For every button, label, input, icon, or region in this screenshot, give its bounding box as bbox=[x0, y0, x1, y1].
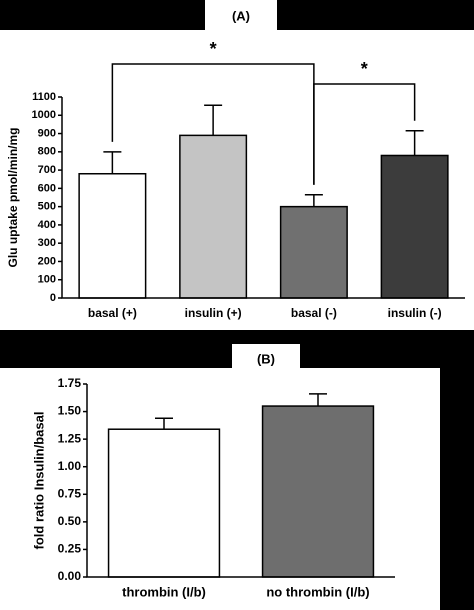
bar bbox=[179, 134, 248, 299]
panel-a-label-box bbox=[205, 0, 277, 32]
error-bar bbox=[204, 104, 223, 136]
y-tick-label: 300 bbox=[38, 237, 56, 249]
y-tick-label: 1.00 bbox=[58, 459, 82, 473]
bar bbox=[380, 154, 449, 299]
y-tick-label: 1.75 bbox=[58, 376, 82, 390]
axes bbox=[86, 384, 395, 578]
x-tick-label: basal (+) bbox=[88, 306, 137, 320]
y-tick-label: 0.00 bbox=[58, 569, 82, 583]
y-tick-label: 800 bbox=[38, 146, 56, 158]
y-axis-label: Glu uptake pmol/min/mg bbox=[6, 127, 20, 267]
y-tick-label: 0.25 bbox=[58, 542, 82, 556]
x-tick-label: no thrombin (I/b) bbox=[266, 584, 369, 599]
bar bbox=[107, 428, 221, 578]
y-tick-label: 200 bbox=[38, 255, 56, 267]
panel-label: (B) bbox=[257, 351, 275, 366]
y-tick-label: 0 bbox=[50, 292, 56, 304]
y-tick-label: 900 bbox=[38, 127, 56, 139]
y-tick-label: 1.25 bbox=[58, 431, 82, 445]
y-axis-label: fold ratio Insulin/basal bbox=[31, 412, 46, 550]
x-tick-label: basal (-) bbox=[291, 306, 337, 320]
error-bar bbox=[304, 194, 323, 207]
significance-bracket bbox=[313, 83, 416, 185]
y-tick-label: 100 bbox=[38, 274, 56, 286]
y-tick-label: 600 bbox=[38, 182, 56, 194]
error-bar bbox=[103, 151, 122, 174]
panel-b-label-box bbox=[232, 344, 300, 374]
y-tick-label: 500 bbox=[38, 201, 56, 213]
error-bar bbox=[405, 130, 424, 156]
x-tick-label: insulin (+) bbox=[185, 306, 242, 320]
bar bbox=[261, 405, 375, 578]
annotation: * bbox=[361, 59, 368, 79]
y-tick-label: 1000 bbox=[32, 109, 56, 121]
y-tick-label: 400 bbox=[38, 219, 56, 231]
y-tick-label: 1100 bbox=[32, 91, 56, 103]
error-bar bbox=[155, 417, 173, 430]
error-bar bbox=[309, 393, 327, 407]
y-tick-label: 0.75 bbox=[58, 486, 82, 500]
y-tick-label: 700 bbox=[38, 164, 56, 176]
panel-label: (A) bbox=[232, 8, 250, 23]
axes bbox=[61, 97, 465, 299]
x-tick-label: thrombin (I/b) bbox=[122, 584, 206, 599]
bar bbox=[78, 172, 147, 299]
y-tick-label: 0.50 bbox=[58, 514, 82, 528]
y-tick-label: 1.50 bbox=[58, 404, 82, 418]
annotation: * bbox=[210, 39, 217, 59]
bar bbox=[279, 205, 348, 299]
x-tick-label: insulin (-) bbox=[388, 306, 442, 320]
